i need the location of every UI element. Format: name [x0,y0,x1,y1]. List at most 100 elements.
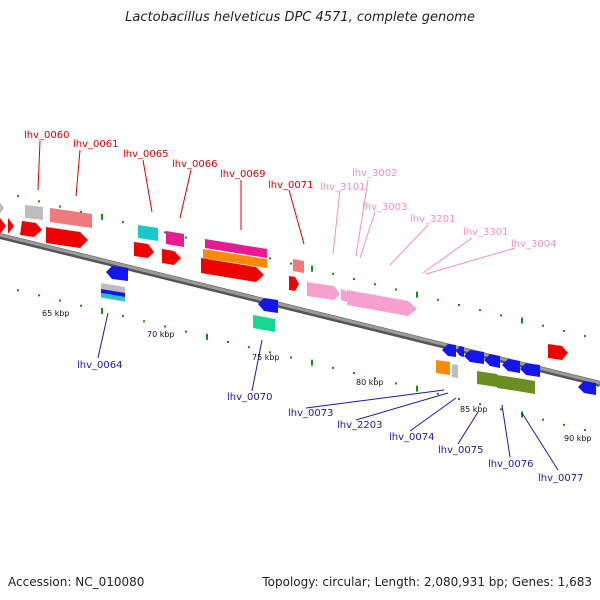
scale-label-80: 80 kbp [356,378,384,387]
map-title: Lactobacillus helveticus DPC 4571, compl… [125,10,475,25]
top-gene-labels: lhv_0060 lhv_0061 lhv_0065 lhv_0066 lhv_… [24,130,313,191]
scale-tick [59,205,61,208]
scale-tick [353,372,355,375]
scale-tick [374,283,376,286]
scale-tick [563,423,565,426]
gene-label-lhv-0069: lhv_0069 [220,169,265,180]
reverse-genes [101,266,596,395]
scale-tick [584,429,586,432]
scale-tick [17,289,19,292]
scale-tick [395,382,397,385]
scale-tick [101,213,103,220]
scale-tick [416,385,418,392]
gene-label-lhv-2203: lhv_2203 [337,420,382,431]
gene-label-lhv-3002: lhv_3002 [352,168,397,179]
scale-tick [269,351,271,354]
gene-label-lhv-0073: lhv_0073 [288,408,333,419]
scale-tick [395,288,397,291]
scale-tick [38,200,40,203]
scale-tick [227,340,229,343]
scale-tick [416,291,418,298]
gene-arrow [456,346,464,357]
scale-tick [206,333,208,340]
gene-arrow [101,293,125,301]
scale-label-65: 65 kbp [42,309,70,318]
scale-tick [17,195,19,198]
leader-lines [37,140,559,471]
scale-tick [311,265,313,272]
gene-arrow [307,282,340,300]
scale-tick [164,325,166,328]
scale-labels: 65 kbp 70 kbp 75 kbp 80 kbp 85 kbp 90 kb… [42,309,592,443]
scale-tick [584,335,586,338]
gene-label-lhv-0077: lhv_0077 [538,473,583,484]
scale-dots [17,195,586,432]
gene-arrow [46,227,88,248]
scale-tick [290,262,292,265]
gene-arrow [347,290,417,316]
bottom-gene-labels: lhv_0064 lhv_0070 lhv_0073 lhv_2203 lhv_… [77,360,583,484]
gene-arrow [203,249,267,268]
gene-arrow [520,363,540,377]
gene-arrow [464,350,484,364]
scale-label-75: 75 kbp [252,353,280,362]
gene-arrow [253,315,275,332]
gene-arrow [578,381,596,395]
genome-summary-text: Topology: circular; Length: 2,080,931 bp… [262,575,592,589]
scale-tick [479,309,481,312]
forward-genes [0,202,568,360]
scale-tick [311,359,313,366]
scale-tick [353,278,355,281]
gene-arrow [442,344,456,357]
scale-tick [458,303,460,306]
gene-arrow [134,242,154,258]
gene-arrow [497,375,517,391]
gene-label-lhv-0071: lhv_0071 [268,180,313,191]
gene-label-lhv-0061: lhv_0061 [73,139,118,150]
scale-tick [122,315,124,318]
scale-tick [290,356,292,359]
gene-label-lhv-0076: lhv_0076 [488,459,533,470]
gene-label-lhv-0075: lhv_0075 [438,445,483,456]
scale-tick [542,418,544,421]
gene-arrow [0,218,6,234]
scale-tick [500,408,502,411]
scale-tick [80,210,82,213]
gene-arrow [162,249,181,265]
gene-label-lhv-0060: lhv_0060 [24,130,69,141]
gene-arrow [452,364,458,378]
gene-arrow [106,266,128,281]
scale-tick [101,307,103,314]
gene-arrow [205,239,267,258]
scale-tick [185,330,187,333]
scale-tick [248,346,250,349]
accession-text: Accession: NC_010080 [8,575,145,589]
gene-label-lhv-0064: lhv_0064 [77,360,122,371]
scale-label-85: 85 kbp [460,405,488,414]
gene-arrow [258,298,278,313]
gene-arrow [166,231,184,247]
scale-tick [458,397,460,400]
gene-arrow [201,258,264,282]
scale-tick [437,298,439,301]
gene-arrow [517,378,535,394]
scale-tick [164,231,166,234]
gene-arrow [0,202,4,214]
gene-arrow [477,371,497,387]
gene-arrow [293,259,304,273]
gene-arrow [484,354,500,368]
scale-tick [59,299,61,302]
scale-tick [374,377,376,380]
scale-tick [332,366,334,369]
gene-arrow [50,208,92,228]
gene-arrow [138,225,158,241]
gene-arrow [289,276,299,291]
gene-label-lhv-0070: lhv_0070 [227,392,272,403]
scale-label-70: 70 kbp [147,330,175,339]
scale-tick [521,317,523,324]
gene-label-lhv-3201: lhv_3201 [410,214,455,225]
scale-tick [185,236,187,239]
gene-arrow [20,221,42,237]
gene-label-lhv-3301: lhv_3301 [463,227,508,238]
